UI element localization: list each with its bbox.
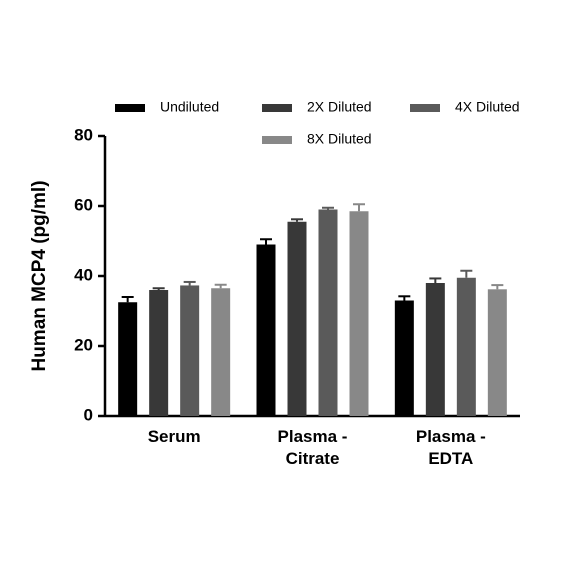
bar bbox=[349, 211, 369, 416]
bar bbox=[394, 300, 414, 416]
x-tick-label-box: Plasma - EDTA bbox=[415, 427, 486, 468]
legend-swatch bbox=[262, 136, 292, 144]
bar bbox=[287, 221, 307, 416]
x-tick-label-box: Plasma - Citrate bbox=[277, 427, 348, 468]
bar bbox=[118, 302, 138, 416]
legend-swatch bbox=[115, 104, 145, 112]
x-tick-label-box: Serum bbox=[147, 427, 201, 446]
bar bbox=[318, 209, 338, 416]
y-tick-label: 0 bbox=[84, 405, 93, 424]
legend-label: 2X Diluted bbox=[307, 99, 372, 115]
legend-label: 4X Diluted bbox=[455, 99, 520, 115]
bar bbox=[456, 277, 476, 416]
y-axis-label: Human MCP4 (pg/ml) bbox=[29, 180, 50, 371]
bar bbox=[425, 283, 445, 416]
bar bbox=[211, 288, 231, 416]
y-tick-label: 20 bbox=[74, 335, 93, 354]
legend-label: 8X Diluted bbox=[307, 131, 372, 147]
legend-label: Undiluted bbox=[160, 99, 219, 115]
x-tick-label: Plasma - EDTA bbox=[415, 427, 486, 468]
x-tick-label: Plasma - Citrate bbox=[277, 427, 348, 468]
legend-swatch bbox=[410, 104, 440, 112]
x-tick-label: Serum bbox=[147, 427, 201, 446]
bar bbox=[256, 244, 276, 416]
bar bbox=[149, 290, 169, 416]
y-tick-label: 60 bbox=[74, 195, 93, 214]
y-tick-label: 40 bbox=[74, 265, 93, 284]
bar bbox=[180, 285, 200, 416]
bar bbox=[487, 289, 507, 416]
y-tick-label: 80 bbox=[74, 125, 93, 144]
legend-swatch bbox=[262, 104, 292, 112]
